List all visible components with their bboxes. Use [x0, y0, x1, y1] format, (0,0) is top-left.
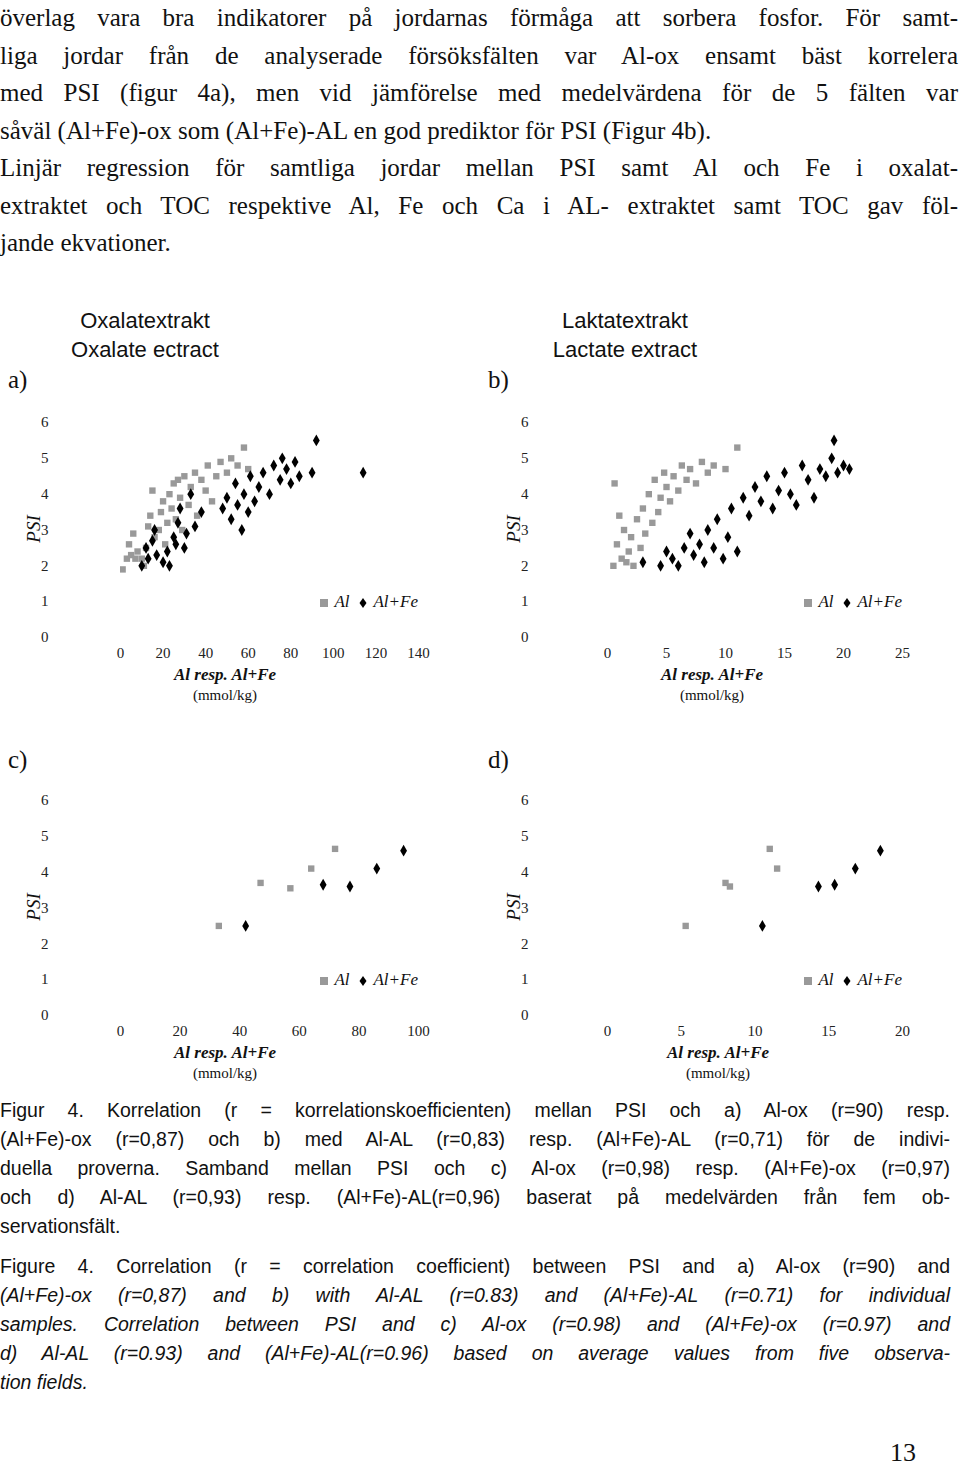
svg-text:6: 6 — [41, 414, 49, 430]
svg-text:0: 0 — [117, 645, 125, 661]
svg-text:0: 0 — [41, 1007, 49, 1023]
svg-text:1: 1 — [41, 593, 49, 609]
svg-text:20: 20 — [173, 1023, 188, 1039]
svg-text:120: 120 — [365, 645, 388, 661]
svg-text:20: 20 — [836, 645, 851, 661]
svg-text:5: 5 — [678, 1023, 686, 1039]
svg-text:20: 20 — [895, 1023, 910, 1039]
svg-text:6: 6 — [41, 792, 49, 808]
svg-text:80: 80 — [351, 1023, 366, 1039]
svg-text:80: 80 — [283, 645, 298, 661]
svg-text:60: 60 — [292, 1023, 307, 1039]
svg-text:0: 0 — [604, 1023, 612, 1039]
svg-text:0: 0 — [41, 629, 49, 645]
svg-text:4: 4 — [521, 864, 529, 880]
svg-text:1: 1 — [41, 971, 49, 987]
svg-text:2: 2 — [521, 936, 529, 952]
svg-text:5: 5 — [663, 645, 671, 661]
svg-text:2: 2 — [521, 558, 529, 574]
svg-text:6: 6 — [521, 792, 529, 808]
svg-text:0: 0 — [521, 1007, 529, 1023]
svg-text:1: 1 — [521, 971, 529, 987]
svg-text:15: 15 — [777, 645, 792, 661]
svg-text:40: 40 — [198, 645, 213, 661]
svg-text:4: 4 — [521, 486, 529, 502]
svg-text:5: 5 — [521, 450, 529, 466]
svg-text:4: 4 — [41, 864, 49, 880]
svg-text:15: 15 — [821, 1023, 836, 1039]
svg-text:140: 140 — [407, 645, 430, 661]
svg-text:5: 5 — [41, 450, 49, 466]
svg-text:0: 0 — [604, 645, 612, 661]
svg-text:6: 6 — [521, 414, 529, 430]
svg-text:5: 5 — [521, 828, 529, 844]
svg-text:2: 2 — [41, 558, 49, 574]
svg-text:0: 0 — [521, 629, 529, 645]
svg-text:10: 10 — [718, 645, 733, 661]
svg-text:25: 25 — [895, 645, 910, 661]
svg-text:4: 4 — [41, 486, 49, 502]
svg-text:100: 100 — [407, 1023, 430, 1039]
svg-text:1: 1 — [521, 593, 529, 609]
svg-text:2: 2 — [41, 936, 49, 952]
svg-text:20: 20 — [156, 645, 171, 661]
svg-text:40: 40 — [232, 1023, 247, 1039]
svg-text:10: 10 — [748, 1023, 763, 1039]
svg-text:0: 0 — [117, 1023, 125, 1039]
svg-text:60: 60 — [241, 645, 256, 661]
svg-text:5: 5 — [41, 828, 49, 844]
svg-text:100: 100 — [322, 645, 345, 661]
